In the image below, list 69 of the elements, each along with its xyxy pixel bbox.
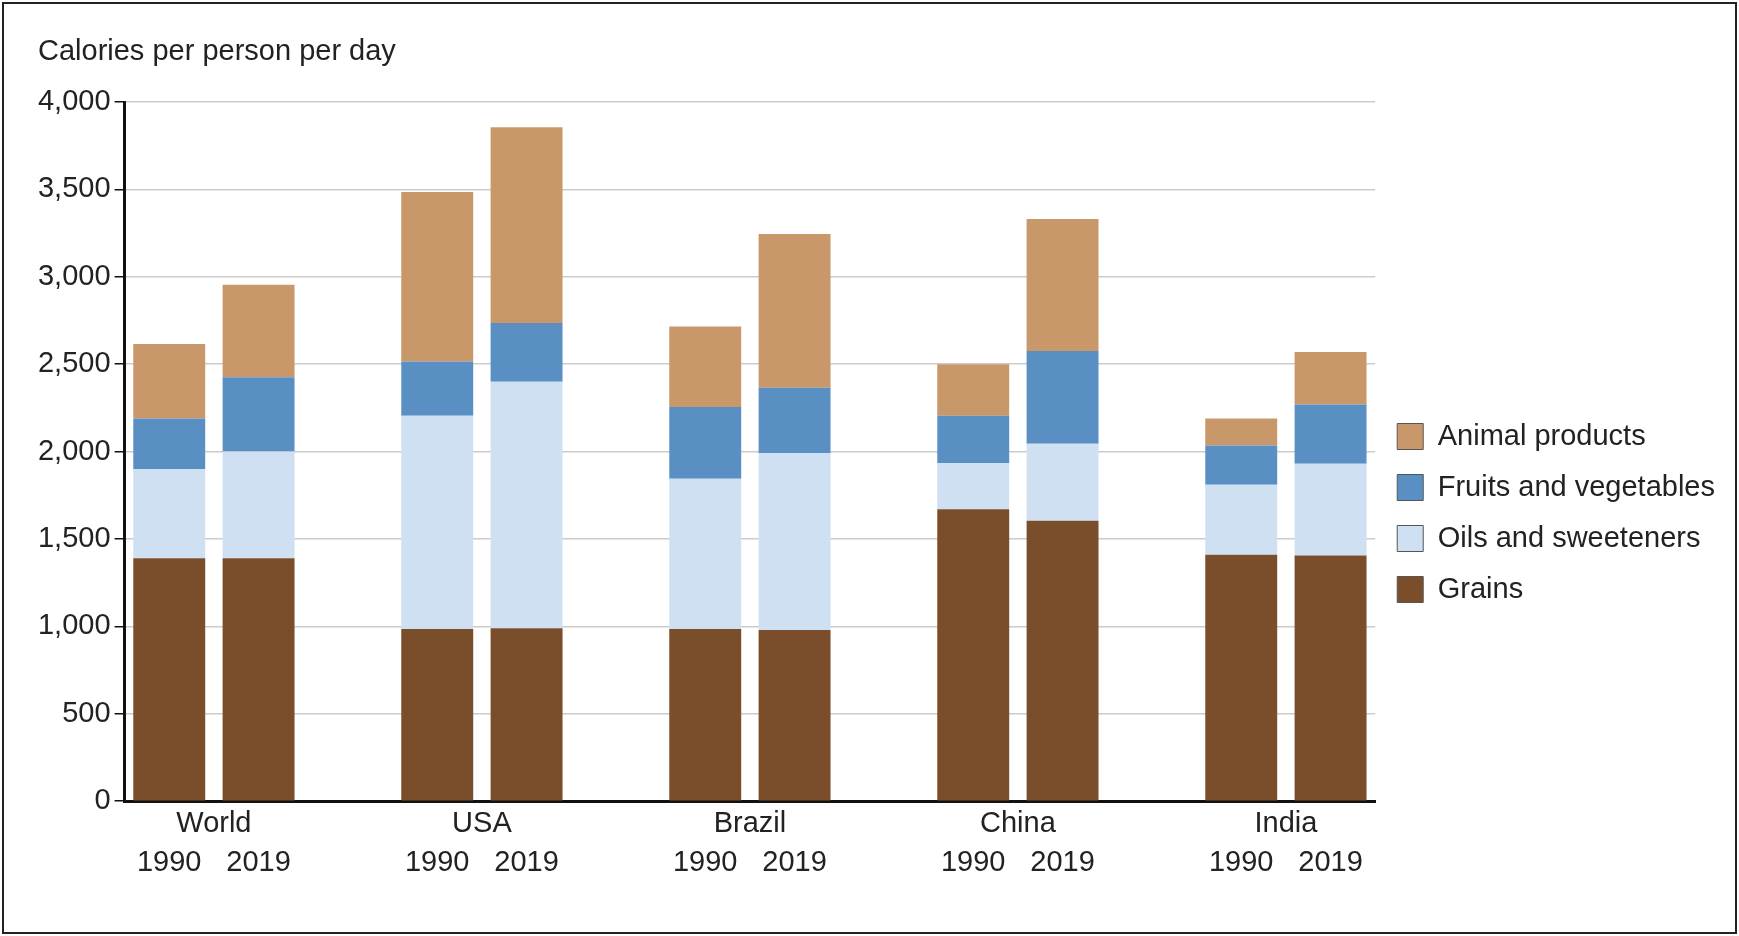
bar [1026, 443, 1099, 521]
x-tick-label: 2019 [494, 844, 559, 877]
legend-label: Oils and sweeteners [1437, 520, 1701, 553]
legend-label: Fruits and vegetables [1437, 469, 1716, 502]
x-tick-label: 2019 [1298, 844, 1363, 877]
bar [490, 323, 563, 382]
x-tick-label: 2019 [1030, 844, 1095, 877]
y-tick-label: 0 [94, 783, 111, 816]
y-tick-label: 3,500 [37, 171, 111, 204]
bar [1294, 351, 1367, 405]
y-tick-label: 3,000 [37, 258, 111, 291]
y-tick-label: 2,000 [37, 433, 111, 466]
y-tick-label: 500 [62, 695, 111, 728]
bar [133, 344, 206, 419]
bar [490, 628, 563, 801]
bar [1026, 520, 1099, 801]
bar [758, 453, 831, 630]
bar [1026, 219, 1099, 352]
bar [758, 629, 831, 801]
text: India [1254, 805, 1319, 838]
y-tick-label: 4,000 [37, 84, 111, 116]
bar [1294, 555, 1367, 801]
bar [669, 326, 742, 408]
x-tick-label: 1990 [940, 844, 1006, 877]
bar [490, 381, 563, 629]
bar [222, 377, 295, 452]
bar [669, 407, 742, 479]
bar [937, 364, 1010, 416]
y-tick-label: 2,500 [37, 346, 111, 379]
bar [222, 558, 295, 801]
bar [937, 509, 1010, 801]
bar [1205, 484, 1278, 555]
y-axis-title: Calories per person per day [38, 34, 396, 67]
legend-label: Animal products [1437, 418, 1646, 451]
bar [401, 361, 474, 416]
bar [133, 469, 206, 559]
bar [1205, 418, 1278, 446]
bar [133, 418, 206, 470]
x-tick-label: 1990 [404, 844, 470, 877]
legend-label: Grains [1437, 571, 1524, 604]
x-tick-label: 1990 [136, 844, 202, 877]
bar [401, 192, 474, 362]
bar [1205, 554, 1278, 801]
y-tick-label: 1,000 [37, 608, 111, 641]
bar [222, 284, 295, 378]
bar [669, 478, 742, 630]
x-tick-label: 1990 [1208, 844, 1274, 877]
text: World [176, 805, 252, 838]
bar [1294, 463, 1367, 556]
bar [758, 233, 831, 388]
bar [222, 451, 295, 559]
text: USA [452, 805, 513, 838]
bar [1205, 445, 1278, 485]
y-tick-label: 1,500 [37, 521, 111, 553]
bar [937, 415, 1010, 463]
x-tick-label: 2019 [226, 844, 291, 877]
bar [1294, 404, 1367, 464]
bar [401, 415, 474, 630]
bar [937, 462, 1010, 510]
x-tick-label: 1990 [672, 844, 738, 877]
bar [758, 387, 831, 454]
text: Brazil [713, 805, 787, 838]
bar [1026, 351, 1099, 444]
bar [133, 558, 206, 801]
x-tick-label: 2019 [762, 844, 827, 877]
bar [669, 629, 742, 801]
bar [401, 629, 474, 801]
text: China [980, 805, 1057, 838]
bar [490, 127, 563, 324]
